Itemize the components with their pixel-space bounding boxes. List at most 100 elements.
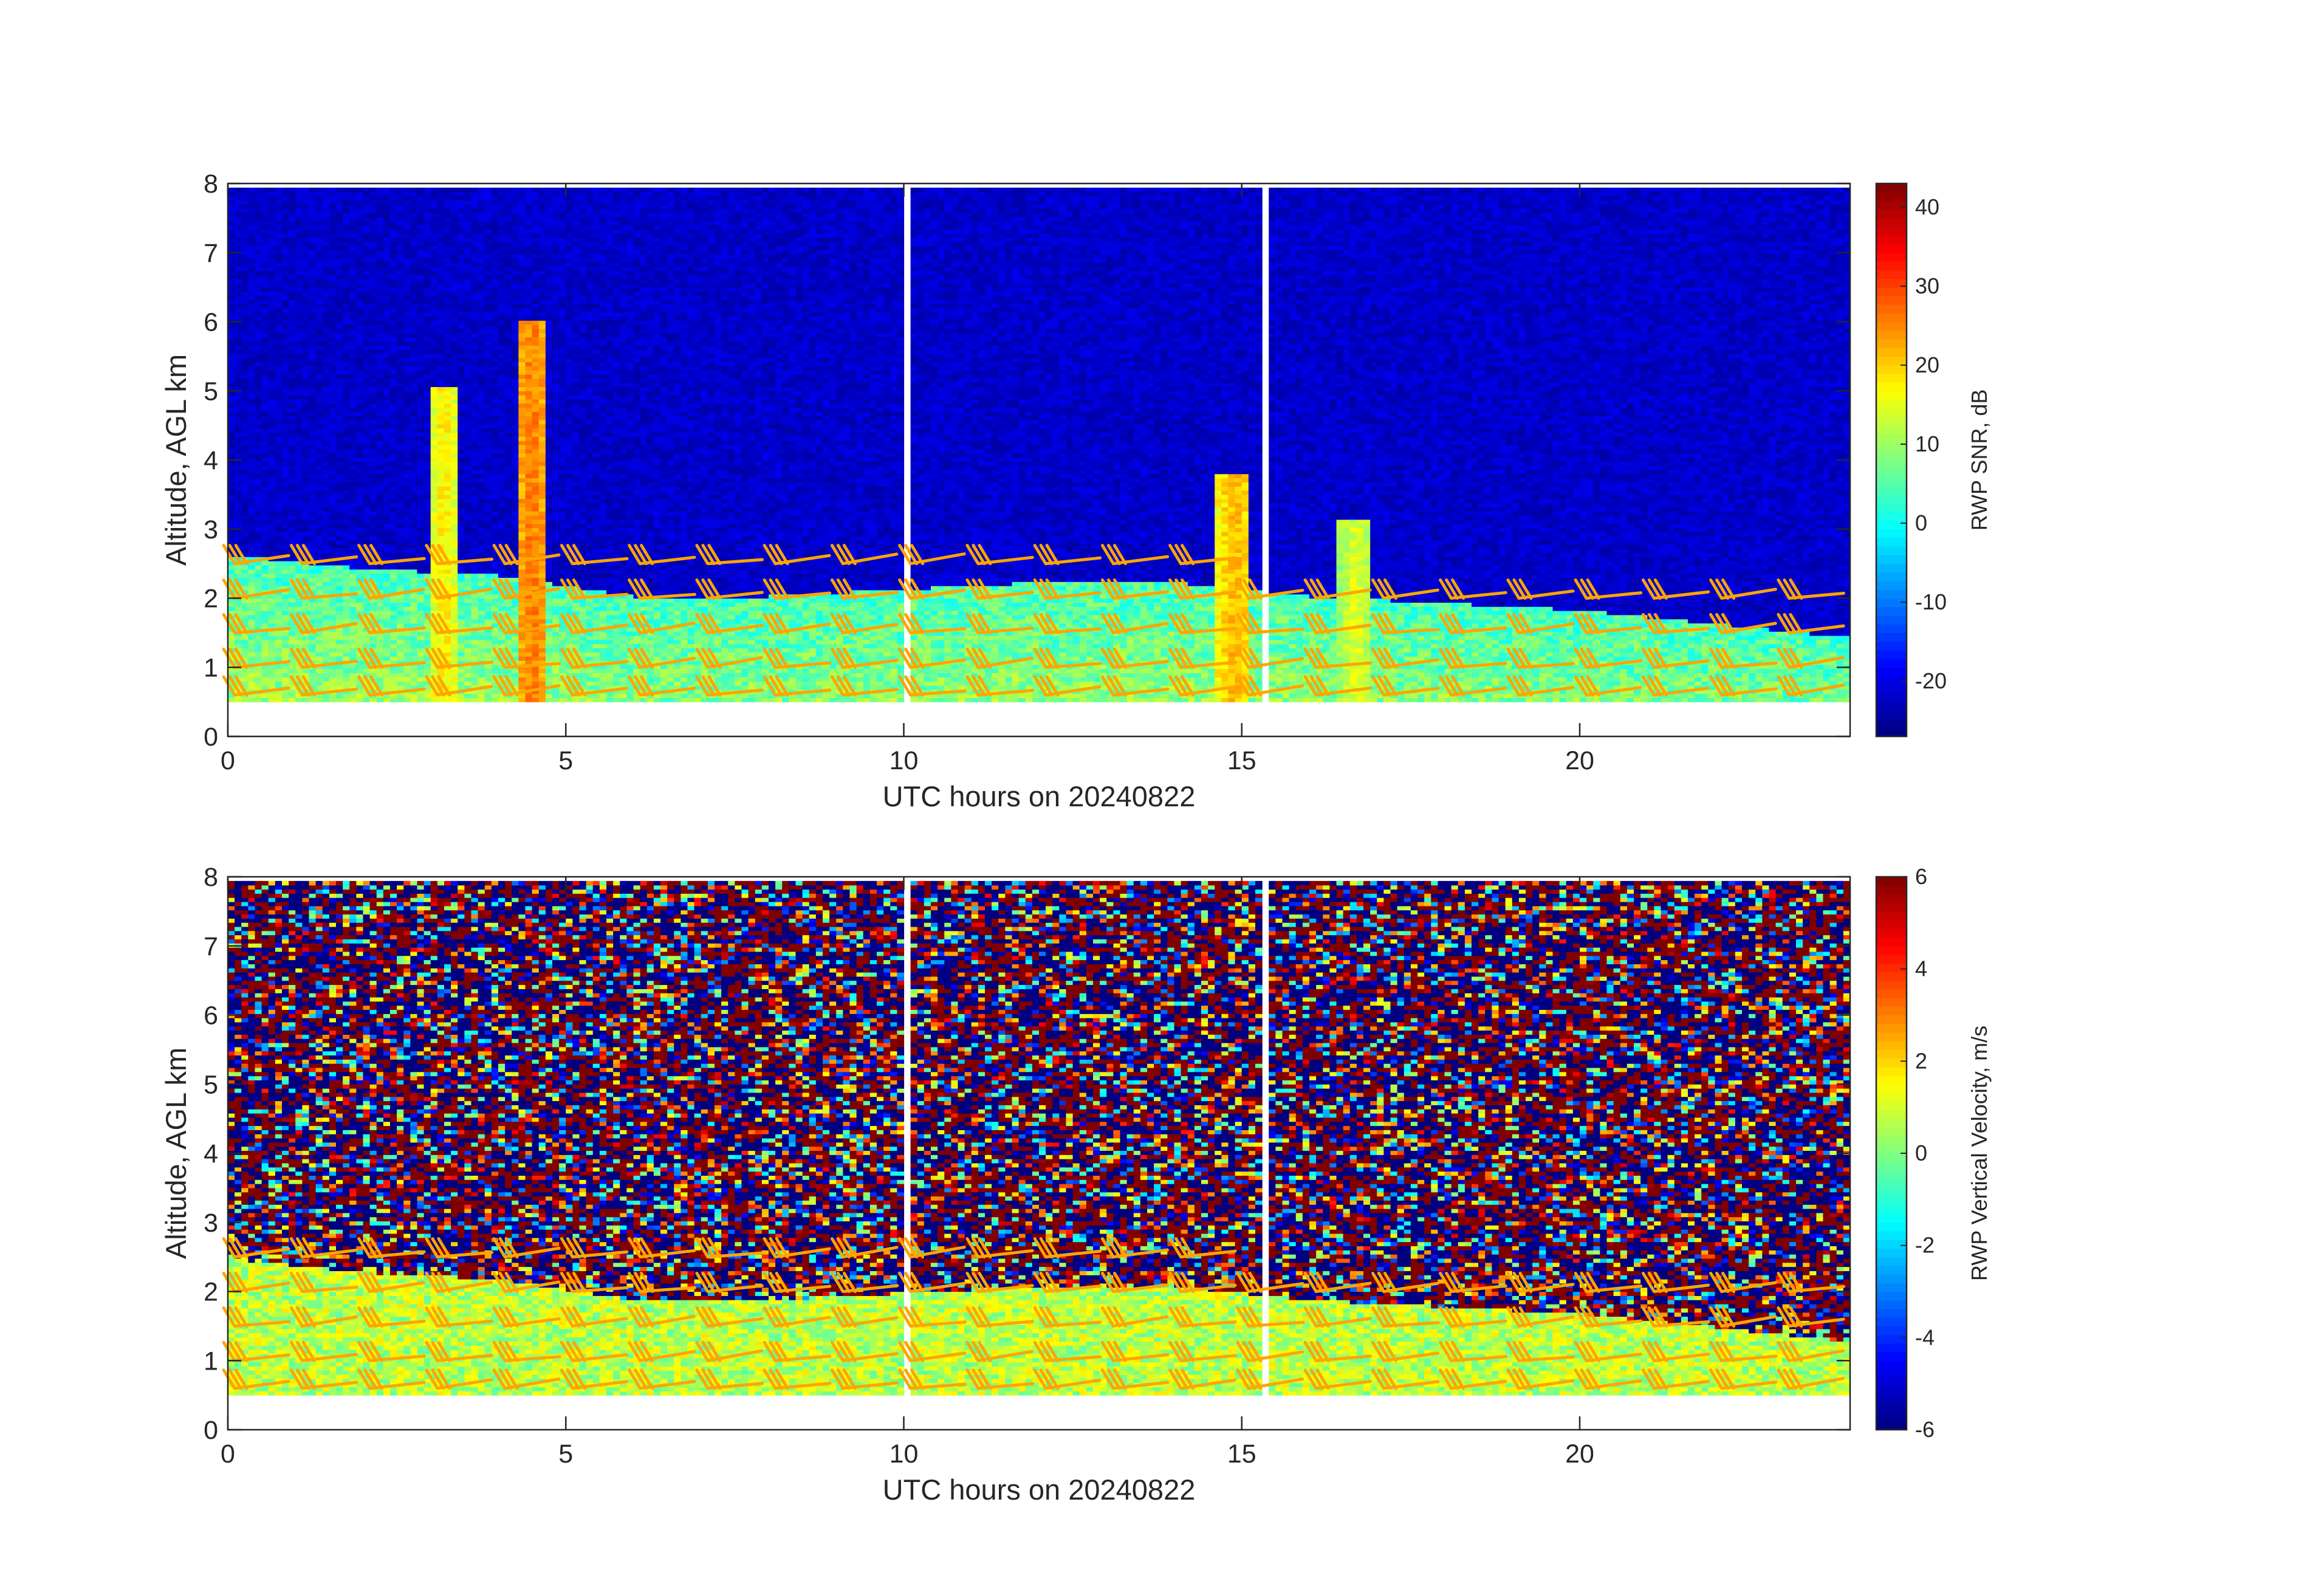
heatmap-cell <box>241 370 249 374</box>
heatmap-cell <box>309 416 317 420</box>
heatmap-cell <box>248 652 255 656</box>
heatmap-cell <box>228 669 235 673</box>
heatmap-cell <box>255 441 262 445</box>
heatmap-cell <box>255 416 262 420</box>
heatmap-cell <box>248 552 255 557</box>
heatmap-cell <box>262 320 269 324</box>
heatmap-cell <box>241 300 249 304</box>
heatmap-cell <box>309 565 317 569</box>
heatmap-cell <box>269 300 276 304</box>
heatmap-cell <box>228 640 235 644</box>
heatmap-cell <box>282 250 289 254</box>
heatmap-cell <box>289 698 296 702</box>
heatmap-cell <box>282 636 289 640</box>
heatmap-cell <box>269 333 276 337</box>
heatmap-cell <box>289 436 296 441</box>
heatmap-cell <box>228 540 235 544</box>
heatmap-cell <box>269 549 276 553</box>
heatmap-cell <box>241 698 249 702</box>
heatmap-cell <box>302 320 309 324</box>
heatmap-cell <box>235 461 242 465</box>
heatmap-cell <box>269 358 276 362</box>
heatmap-cell <box>235 262 242 267</box>
heatmap-cell <box>248 520 255 524</box>
heatmap-cell <box>302 411 309 416</box>
heatmap-cell <box>289 349 296 354</box>
heatmap-cell <box>275 386 283 391</box>
heatmap-cell <box>282 395 289 399</box>
heatmap-cell <box>289 300 296 304</box>
heatmap-cell <box>262 565 269 569</box>
heatmap-cell <box>235 424 242 428</box>
heatmap-cell <box>228 242 235 246</box>
heatmap-cell <box>289 490 296 495</box>
heatmap-cell <box>248 681 255 685</box>
heatmap-cell <box>316 581 323 586</box>
heatmap-cell <box>316 669 323 673</box>
heatmap-cell <box>269 267 276 271</box>
heatmap-cell <box>235 341 242 345</box>
heatmap-cell <box>228 524 235 528</box>
heatmap-cell <box>255 486 262 490</box>
heatmap-cell <box>255 349 262 354</box>
heatmap-cell <box>228 295 235 300</box>
heatmap-cell <box>248 341 255 345</box>
heatmap-cell <box>289 358 296 362</box>
heatmap-cell <box>248 362 255 366</box>
heatmap-cell <box>228 602 235 606</box>
heatmap-cell <box>255 420 262 424</box>
heatmap-cell <box>235 204 242 208</box>
heatmap-cell <box>295 424 303 428</box>
heatmap-cell <box>282 648 289 652</box>
heatmap-cell <box>269 669 276 673</box>
heatmap-cell <box>295 453 303 458</box>
heatmap-cell <box>248 656 255 660</box>
heatmap-cell <box>248 383 255 387</box>
heatmap-cell <box>316 640 323 644</box>
heatmap-cell <box>262 337 269 341</box>
heatmap-cell <box>262 254 269 258</box>
heatmap-cell <box>241 424 249 428</box>
heatmap-cell <box>269 366 276 370</box>
heatmap-cell <box>289 599 296 603</box>
heatmap-cell <box>255 540 262 544</box>
heatmap-cell <box>282 490 289 495</box>
heatmap-cell <box>255 250 262 254</box>
heatmap-cell <box>255 370 262 374</box>
heatmap-cell <box>248 503 255 507</box>
heatmap-cell <box>302 403 309 408</box>
heatmap-cell <box>262 436 269 441</box>
heatmap-cell <box>309 490 317 495</box>
heatmap-cell <box>262 233 269 238</box>
heatmap-cell <box>241 399 249 403</box>
heatmap-cell <box>275 204 283 208</box>
heatmap-cell <box>235 370 242 374</box>
heatmap-cell <box>309 611 317 615</box>
heatmap-cell <box>235 245 242 250</box>
heatmap-cell <box>316 615 323 619</box>
heatmap-cell <box>289 623 296 627</box>
heatmap-cell <box>269 623 276 627</box>
heatmap-cell <box>262 270 269 275</box>
heatmap-cell <box>282 540 289 544</box>
heatmap-cell <box>295 379 303 383</box>
heatmap-cell <box>282 300 289 304</box>
heatmap-cell <box>235 511 242 515</box>
heatmap-cell <box>295 324 303 329</box>
heatmap-cell <box>275 403 283 408</box>
heatmap-cell <box>309 254 317 258</box>
heatmap-cell <box>302 349 309 354</box>
heatmap-cell <box>248 436 255 441</box>
heatmap-cell <box>269 295 276 300</box>
heatmap-cell <box>235 354 242 358</box>
heatmap-cell <box>282 623 289 627</box>
heatmap-cell <box>275 644 283 648</box>
heatmap-cell <box>269 606 276 611</box>
heatmap-cell <box>241 457 249 461</box>
heatmap-cell <box>289 693 296 698</box>
heatmap-cell <box>282 221 289 225</box>
heatmap-cell <box>282 374 289 379</box>
heatmap-cell <box>248 420 255 424</box>
heatmap-cell <box>269 581 276 586</box>
heatmap-cell <box>255 565 262 569</box>
